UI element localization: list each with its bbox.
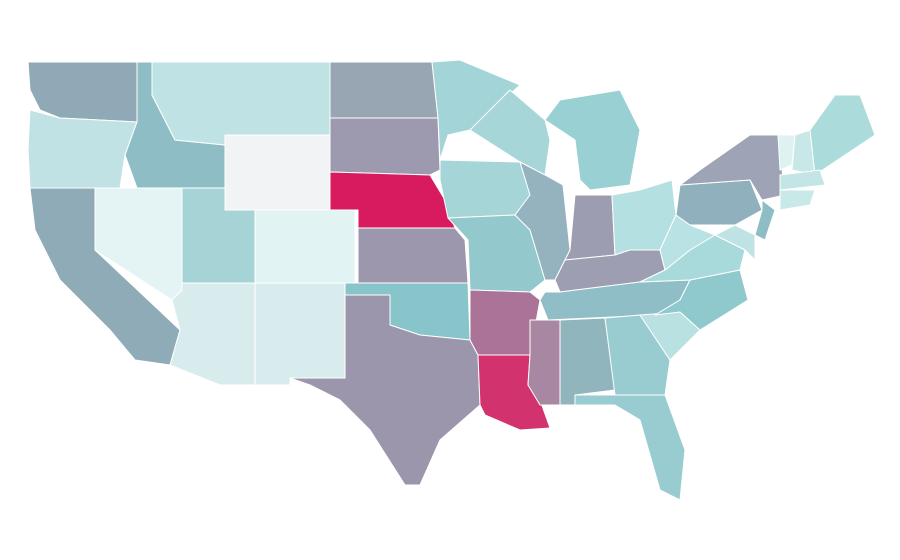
region — [675, 179, 763, 226]
region — [254, 209, 356, 284]
region — [527, 319, 561, 406]
region — [329, 117, 441, 176]
region — [809, 94, 876, 176]
region — [431, 59, 521, 161]
region — [604, 314, 671, 396]
region — [714, 224, 756, 261]
region — [779, 189, 816, 211]
region — [151, 61, 331, 146]
region — [329, 61, 439, 119]
region — [564, 194, 616, 261]
region — [27, 61, 138, 123]
region — [514, 161, 571, 281]
region — [574, 394, 686, 501]
region — [254, 282, 346, 386]
regions — [27, 59, 876, 501]
region — [654, 269, 749, 331]
region — [169, 282, 256, 386]
region — [779, 169, 826, 191]
region — [544, 89, 641, 191]
region — [27, 109, 138, 189]
region — [439, 159, 531, 219]
region — [289, 294, 481, 486]
region — [754, 199, 776, 241]
region — [224, 134, 331, 211]
region — [357, 227, 469, 284]
